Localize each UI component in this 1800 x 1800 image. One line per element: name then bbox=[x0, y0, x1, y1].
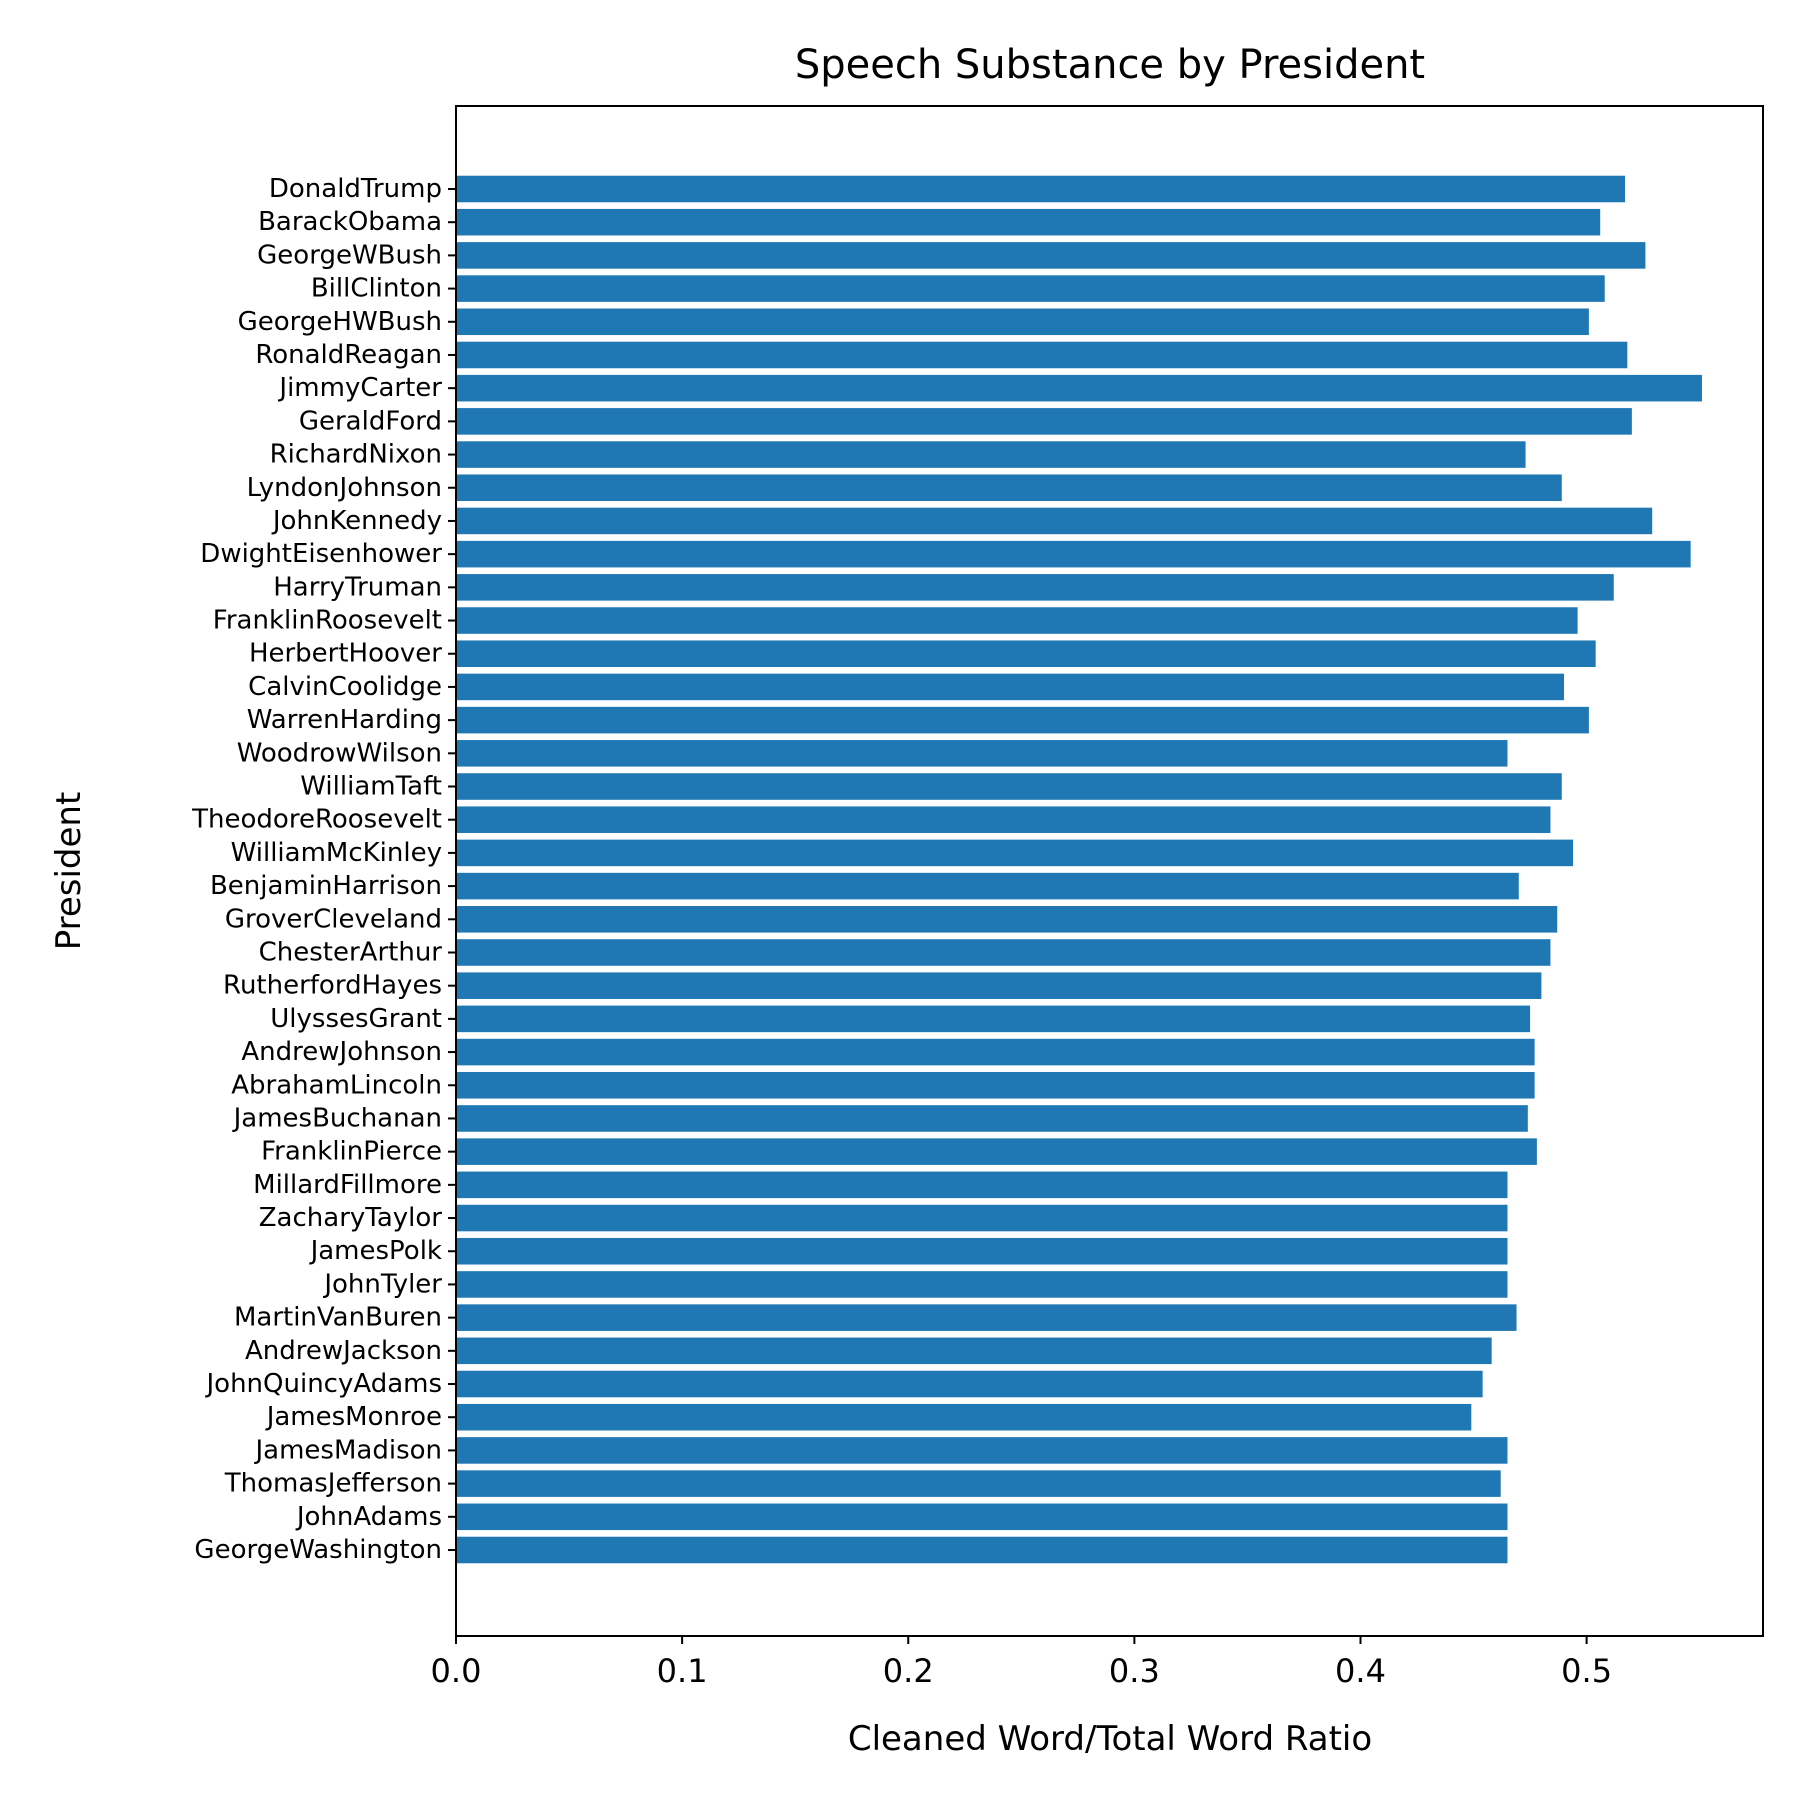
y-tick-label: GeorgeHWBush bbox=[238, 307, 442, 337]
bar-GroverCleveland bbox=[456, 906, 1558, 933]
y-tick-label: WilliamMcKinley bbox=[231, 838, 442, 868]
bar-DwightEisenhower bbox=[456, 540, 1691, 568]
y-tick-label: UlyssesGrant bbox=[270, 1004, 442, 1034]
bar-HarryTruman bbox=[456, 574, 1614, 601]
y-tick-label: RonaldReagan bbox=[255, 340, 442, 370]
bar-RonaldReagan bbox=[456, 341, 1628, 369]
x-tick-label: 0.1 bbox=[657, 1652, 708, 1690]
y-tick-label: GeorgeWBush bbox=[257, 240, 442, 270]
bar-DonaldTrump bbox=[456, 175, 1626, 203]
y-tick-label: AndrewJackson bbox=[245, 1336, 442, 1366]
bar-UlyssesGrant bbox=[456, 1005, 1531, 1033]
bar-JamesBuchanan bbox=[456, 1105, 1528, 1132]
y-tick-label: ChesterArthur bbox=[259, 937, 443, 967]
y-tick-label: JamesMonroe bbox=[265, 1402, 442, 1432]
bar-GeorgeWBush bbox=[456, 242, 1646, 269]
y-tick-label: FranklinPierce bbox=[261, 1137, 442, 1167]
x-axis-label: Cleaned Word/Total Word Ratio bbox=[848, 1719, 1372, 1759]
bar-JohnAdams bbox=[456, 1503, 1508, 1531]
y-tick-label: GeorgeWashington bbox=[194, 1535, 442, 1565]
y-tick-label: ThomasJefferson bbox=[224, 1469, 442, 1499]
bar-MartinVanBuren bbox=[456, 1304, 1517, 1331]
y-tick-label: TheodoreRoosevelt bbox=[191, 805, 442, 835]
y-tick-label: BenjaminHarrison bbox=[210, 871, 442, 901]
y-tick-label: MillardFillmore bbox=[253, 1170, 442, 1200]
y-tick-label: DonaldTrump bbox=[269, 174, 442, 204]
bar-BenjaminHarrison bbox=[456, 872, 1519, 900]
y-tick-label: BarackObama bbox=[258, 207, 442, 237]
bar-JohnKennedy bbox=[456, 507, 1653, 535]
y-tick-label: GroverCleveland bbox=[225, 904, 442, 934]
bar-JimmyCarter bbox=[456, 374, 1702, 402]
bar-CalvinCoolidge bbox=[456, 673, 1565, 701]
y-tick-label: RutherfordHayes bbox=[223, 971, 442, 1001]
y-tick-label: JamesMadison bbox=[254, 1435, 443, 1465]
y-tick-label: WarrenHarding bbox=[247, 705, 442, 735]
bar-WoodrowWilson bbox=[456, 740, 1508, 767]
y-tick-label: JohnTyler bbox=[322, 1269, 442, 1299]
bar-WarrenHarding bbox=[456, 706, 1589, 734]
bar-JohnTyler bbox=[456, 1271, 1508, 1298]
y-tick-label: AbrahamLincoln bbox=[231, 1070, 442, 1100]
bar-RutherfordHayes bbox=[456, 972, 1542, 999]
y-tick-label: AndrewJohnson bbox=[241, 1037, 442, 1067]
bar-JohnQuincyAdams bbox=[456, 1370, 1483, 1398]
bar-MillardFillmore bbox=[456, 1171, 1508, 1199]
y-tick-label: JohnAdams bbox=[295, 1502, 442, 1532]
x-tick-label: 0.2 bbox=[883, 1652, 934, 1690]
y-tick-label: WilliamTaft bbox=[300, 772, 442, 802]
y-tick-label: HerbertHoover bbox=[249, 639, 442, 669]
bar-FranklinPierce bbox=[456, 1138, 1537, 1165]
x-tick-label: 0.0 bbox=[431, 1652, 482, 1690]
x-tick-label: 0.3 bbox=[1109, 1652, 1160, 1690]
bar-AbrahamLincoln bbox=[456, 1071, 1535, 1099]
bar-WilliamTaft bbox=[456, 773, 1562, 800]
bar-WilliamMcKinley bbox=[456, 839, 1574, 867]
bar-BillClinton bbox=[456, 275, 1605, 302]
bar-AndrewJackson bbox=[456, 1337, 1492, 1365]
bar-JamesMonroe bbox=[456, 1403, 1472, 1431]
y-tick-label: JohnKennedy bbox=[271, 506, 442, 536]
bar-ZacharyTaylor bbox=[456, 1204, 1508, 1232]
x-tick-label: 0.4 bbox=[1335, 1652, 1386, 1690]
y-tick-label: ZacharyTaylor bbox=[259, 1203, 443, 1233]
bar-RichardNixon bbox=[456, 441, 1526, 468]
y-tick-label: MartinVanBuren bbox=[234, 1303, 442, 1333]
y-tick-label: JimmyCarter bbox=[277, 373, 442, 403]
y-tick-label: WoodrowWilson bbox=[237, 738, 442, 768]
plot-frame bbox=[455, 105, 1764, 1637]
y-tick-label: FranklinRoosevelt bbox=[213, 606, 442, 636]
y-tick-label: RichardNixon bbox=[270, 440, 442, 470]
bar-JamesPolk bbox=[456, 1237, 1508, 1265]
bar-GeorgeHWBush bbox=[456, 308, 1589, 336]
y-tick-label: JamesPolk bbox=[309, 1236, 442, 1266]
bar-AndrewJohnson bbox=[456, 1038, 1535, 1066]
bar-TheodoreRoosevelt bbox=[456, 806, 1551, 833]
bar-ThomasJefferson bbox=[456, 1470, 1501, 1497]
bar-FranklinRoosevelt bbox=[456, 607, 1578, 634]
y-tick-label: BillClinton bbox=[311, 274, 442, 304]
y-tick-label: CalvinCoolidge bbox=[248, 672, 442, 702]
bars-group bbox=[456, 175, 1702, 1564]
y-tick-label: DwightEisenhower bbox=[200, 539, 442, 569]
bar-BarackObama bbox=[456, 208, 1601, 236]
y-axis-label: President bbox=[49, 792, 89, 951]
bar-HerbertHoover bbox=[456, 640, 1596, 668]
y-tick-label: JohnQuincyAdams bbox=[205, 1369, 443, 1399]
bar-LyndonJohnson bbox=[456, 474, 1562, 502]
y-tick-label: GeraldFord bbox=[299, 406, 442, 436]
bar-ChesterArthur bbox=[456, 939, 1551, 966]
x-axis-ticks: 0.0 0.1 0.2 0.3 0.4 0.5 bbox=[431, 1636, 1612, 1690]
y-tick-label: HarryTruman bbox=[273, 572, 442, 602]
y-tick-label: JamesBuchanan bbox=[232, 1103, 442, 1133]
x-tick-label: 0.5 bbox=[1561, 1652, 1612, 1690]
y-tick-label: LyndonJohnson bbox=[247, 473, 442, 503]
chart-title: Speech Substance by President bbox=[795, 42, 1425, 88]
bar-JamesMadison bbox=[456, 1437, 1508, 1464]
bar-GeorgeWashington bbox=[456, 1536, 1508, 1564]
bar-GeraldFord bbox=[456, 408, 1632, 435]
